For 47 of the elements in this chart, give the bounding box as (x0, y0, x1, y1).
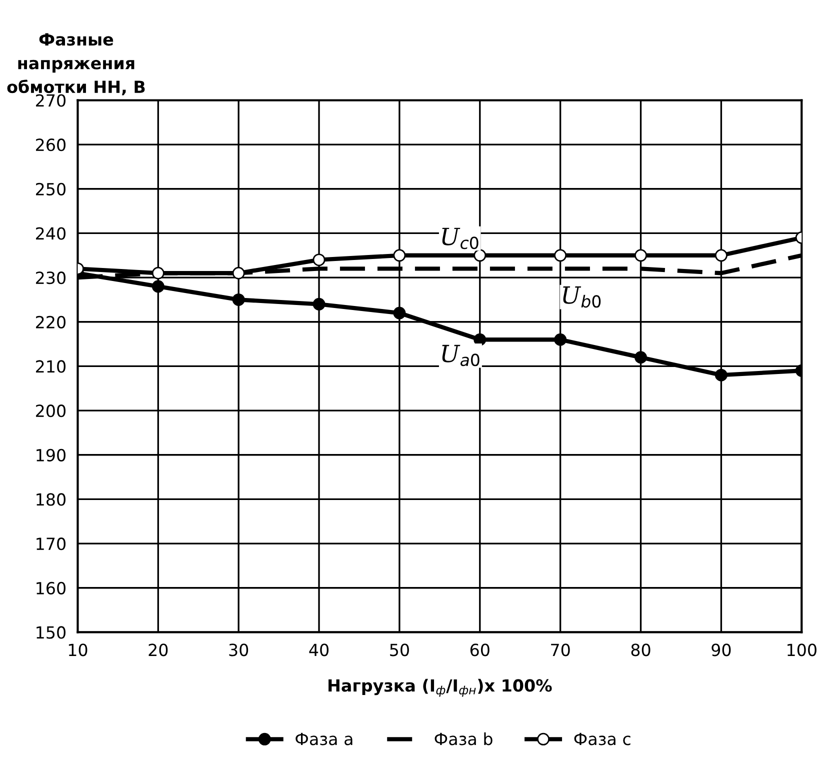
y-tick-label: 200 (36, 404, 66, 418)
point (152, 266, 164, 280)
x-tick-label: 50 (390, 644, 409, 656)
y-tick-label: 170 (36, 538, 66, 550)
point (312, 254, 326, 266)
x-tick-label: 70 (551, 644, 570, 656)
point (474, 333, 486, 346)
x-tick-label: 80 (631, 644, 650, 656)
x-tick-label: 30 (229, 644, 248, 656)
y-tick-label: 190 (36, 448, 66, 462)
x-tick-label: 20 (148, 644, 168, 656)
point (393, 249, 406, 262)
point (634, 249, 648, 262)
y-tick-label: 160 (36, 582, 66, 594)
y-tick-label: 210 (36, 360, 66, 373)
x-tick-label: 10 (68, 644, 88, 656)
point (312, 298, 326, 310)
x-tick-label: 60 (470, 644, 490, 656)
x-tick-label: 90 (712, 644, 731, 656)
annotation: U$_{b0}$ (563, 286, 601, 308)
y-axis-title: Фазные напряжения обмотки НН, В (7, 33, 145, 96)
point (714, 249, 728, 262)
x-tick-label: 40 (309, 644, 329, 656)
y-tick-label: 180 (36, 493, 66, 506)
point (634, 351, 648, 364)
point (714, 368, 728, 382)
y-tick-label: 150 (36, 626, 66, 639)
legend-label: Фаза c (574, 732, 630, 746)
y-tick-label: 260 (36, 138, 66, 152)
x-axis-title: Нагрузка (I$_{ф}$/I$_{фн}$)x 100% (328, 678, 552, 697)
legend-label: Фаза a (296, 732, 352, 746)
y-tick-label: 220 (36, 316, 66, 328)
y-tick-label: 230 (36, 272, 66, 284)
point (554, 333, 567, 346)
point (474, 249, 486, 262)
y-tick-label: 240 (36, 227, 66, 240)
annotation: U$_{c0}$ (442, 228, 478, 250)
annotation: U$_{a0}$ (442, 344, 480, 366)
point (232, 266, 245, 280)
x-tick-label: 100 (788, 644, 816, 656)
point (393, 306, 406, 320)
point (554, 249, 567, 262)
legend-label: Фаза b (434, 732, 492, 746)
y-tick-label: 270 (36, 94, 66, 107)
point (152, 280, 164, 293)
point (232, 293, 245, 306)
y-tick-label: 250 (36, 182, 66, 196)
